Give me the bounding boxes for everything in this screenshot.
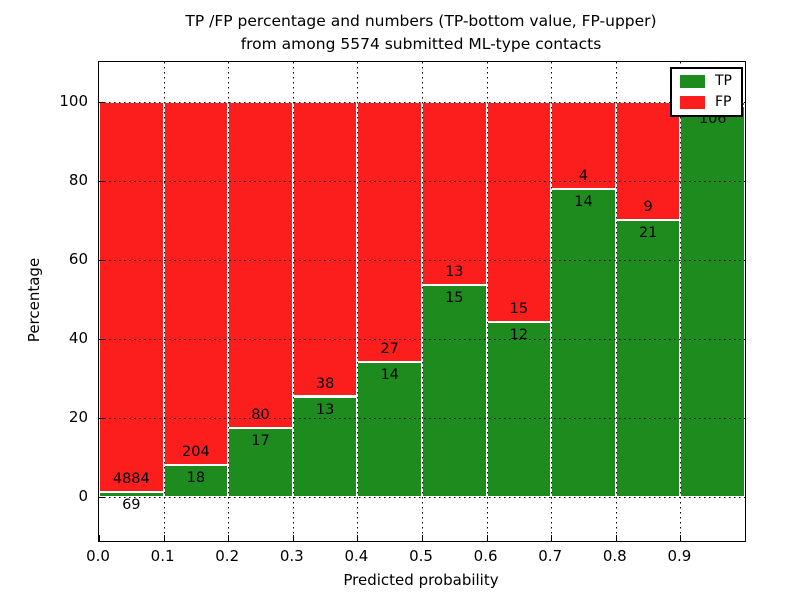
- x-tick-mark: [615, 535, 617, 541]
- legend-swatch-fp: [680, 96, 705, 109]
- bar-label-tp: 17: [251, 433, 270, 450]
- legend-item: FP: [680, 94, 732, 110]
- bar-label-tp: 18: [186, 470, 206, 487]
- stacked-bar: [357, 101, 422, 498]
- plot-area: TP FP 4884 69 204 18 80 17 38 13 27 14 13 15 15 12 4 14 9…: [98, 61, 746, 542]
- bar-label-tp: 14: [380, 367, 399, 384]
- x-tick-mark: [163, 535, 165, 541]
- y-tick-mark: [99, 259, 105, 261]
- x-tick-mark: [422, 535, 423, 541]
- stacked-bar: [551, 101, 616, 498]
- bar-segment-fp: [99, 101, 164, 492]
- legend-swatch-tp: [680, 75, 705, 88]
- chart-title: TP /FP percentage and numbers (TP-bottom…: [98, 10, 744, 56]
- legend-item: TP: [680, 73, 732, 89]
- bar-segment-tp: [422, 285, 487, 498]
- v-gridline: [615, 62, 617, 541]
- bar-segment-tp: [163, 465, 229, 498]
- x-tick-label: 0.4: [344, 547, 369, 565]
- x-tick-mark: [99, 535, 100, 541]
- bar-label-fp: 4884: [112, 470, 150, 487]
- y-tick-mark: [99, 180, 105, 182]
- bar-segment-fp: [615, 101, 681, 221]
- stacked-bar: [615, 101, 681, 498]
- stacked-bar: [99, 101, 164, 498]
- y-tick-label: 20: [68, 408, 88, 427]
- bar-segment-tp: [228, 428, 293, 498]
- legend-label: TP: [715, 73, 732, 89]
- v-gridline: [357, 62, 359, 541]
- chart-title-line1: TP /FP percentage and numbers (TP-bottom…: [185, 12, 657, 30]
- v-gridline: [551, 62, 553, 541]
- y-tick-label: 100: [59, 91, 88, 110]
- stacked-bar: [680, 101, 745, 498]
- y-tick-label: 60: [68, 249, 88, 268]
- x-tick-label: 0.5: [409, 547, 433, 565]
- bar-segment-fp: [422, 101, 487, 286]
- y-tick-label: 0: [78, 487, 88, 506]
- bar-label-fp: 13: [445, 264, 464, 281]
- x-tick-label: 0.9: [667, 547, 692, 565]
- y-tick-label: 40: [68, 329, 88, 348]
- stacked-bar: [486, 101, 552, 498]
- v-gridline: [163, 62, 165, 541]
- v-gridline: [680, 62, 682, 541]
- bar-label-fp: 204: [182, 444, 210, 461]
- bar-label-fp: 38: [315, 375, 335, 392]
- bar-label-tp: 21: [638, 225, 658, 242]
- v-gridline: [292, 62, 294, 541]
- x-axis-label: Predicted probability: [343, 571, 499, 589]
- x-tick-mark: [228, 535, 230, 541]
- bar-label-tp: 69: [122, 496, 141, 513]
- x-tick-label: 0.7: [538, 547, 563, 565]
- x-tick-mark: [680, 535, 682, 541]
- chart-title-line2: from among 5574 submitted ML-type contac…: [240, 35, 602, 53]
- y-tick-mark: [99, 339, 105, 341]
- stacked-bar: [163, 101, 229, 498]
- x-tick-mark: [357, 535, 359, 541]
- bar-segment-tp: [486, 321, 552, 498]
- legend-label: FP: [715, 94, 732, 110]
- bar-label-tp: 13: [315, 401, 335, 418]
- v-gridline: [228, 62, 230, 541]
- bar-label-tp: 14: [574, 194, 593, 211]
- y-tick-mark: [99, 497, 105, 499]
- x-tick-label: 0.0: [86, 547, 110, 565]
- stacked-bar: [292, 101, 358, 498]
- v-gridline: [486, 62, 488, 541]
- bar-label-tp: 12: [509, 326, 529, 343]
- bar-segment-fp: [551, 101, 616, 190]
- bar-segment-fp: [163, 101, 229, 466]
- bar-segment-fp: [486, 101, 552, 322]
- y-tick-mark: [99, 101, 105, 103]
- bar-label-tp: 15: [445, 290, 464, 307]
- bar-label-fp: 9: [643, 199, 653, 216]
- x-tick-label: 0.2: [215, 547, 240, 565]
- bar-segment-fp: [357, 101, 422, 363]
- bar-label-fp: 27: [380, 341, 399, 358]
- x-tick-label: 0.1: [150, 547, 175, 565]
- bar-label-fp: 4: [578, 168, 589, 185]
- bar-segment-tp: [292, 396, 358, 498]
- bar-label-fp: 80: [251, 407, 270, 424]
- v-gridline: [422, 62, 423, 541]
- bar-segment-tp: [551, 189, 616, 498]
- bar-segment-fp: [228, 101, 293, 429]
- bar-segment-tp: [99, 491, 164, 498]
- bar-segment-fp: [292, 101, 358, 397]
- x-tick-mark: [292, 535, 294, 541]
- y-tick-mark: [99, 418, 105, 420]
- bar-segment-tp: [615, 220, 681, 498]
- x-tick-mark: [551, 535, 553, 541]
- y-tick-label: 80: [68, 170, 88, 189]
- x-tick-label: 0.3: [279, 547, 304, 565]
- legend: TP FP: [670, 67, 743, 117]
- x-tick-mark: [486, 535, 488, 541]
- bar-segment-tp: [680, 105, 745, 498]
- stacked-bar: [422, 101, 487, 498]
- bar-label-fp: 15: [509, 300, 529, 317]
- x-tick-label: 0.8: [602, 547, 627, 565]
- x-tick-label: 0.6: [473, 547, 498, 565]
